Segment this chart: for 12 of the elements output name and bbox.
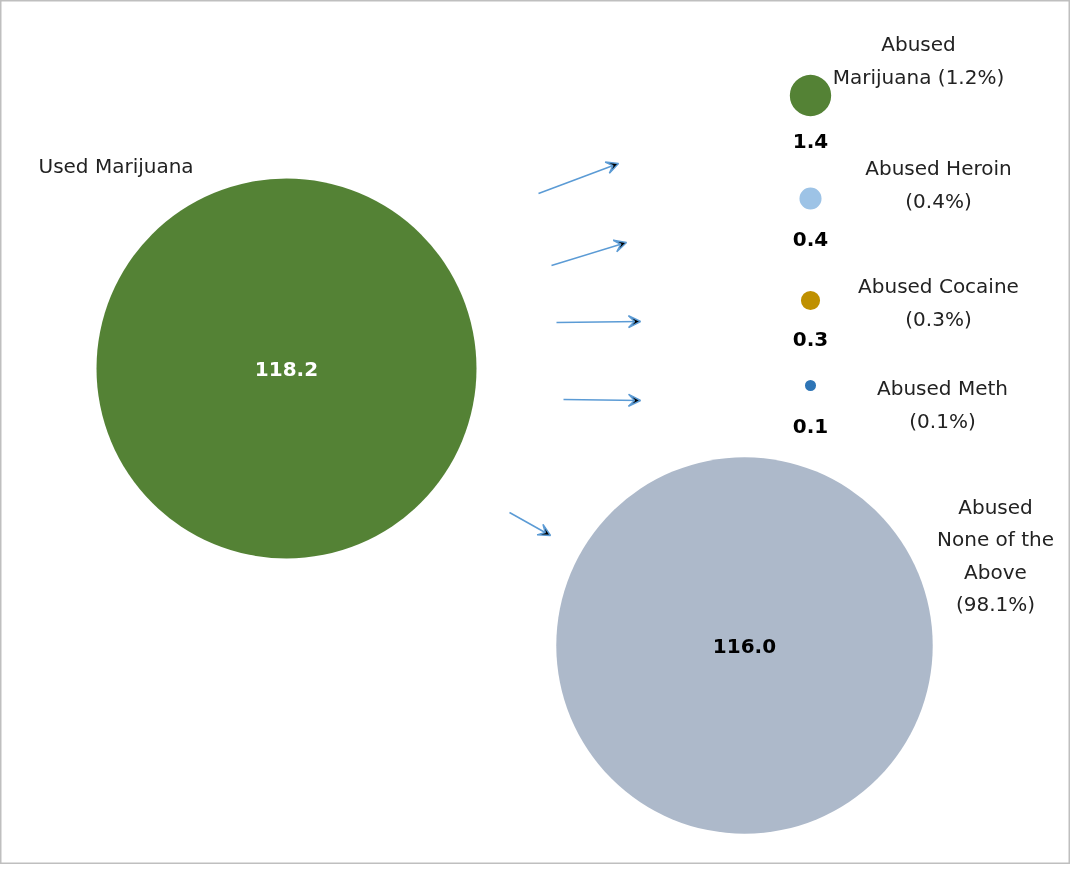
category-label: Abused None of the Above (98.1%) bbox=[937, 494, 1054, 617]
category-label: Abused Cocaine (0.3%) bbox=[858, 274, 1019, 331]
data-label: 0.3 bbox=[792, 326, 829, 351]
data-label: 0.1 bbox=[792, 413, 829, 438]
category-label: Abused Meth (0.1%) bbox=[877, 376, 1008, 433]
data-label: 116.0 bbox=[712, 633, 777, 658]
category-label: Used Marijuana bbox=[38, 153, 194, 178]
data-label: 0.4 bbox=[792, 226, 829, 251]
category-label: Abused Marijuana (1.2%) bbox=[832, 32, 1005, 89]
data-label: 118.2 bbox=[254, 356, 319, 381]
data-label: 1.4 bbox=[792, 128, 829, 153]
category-label: Abused Heroin (0.4%) bbox=[865, 156, 1012, 213]
